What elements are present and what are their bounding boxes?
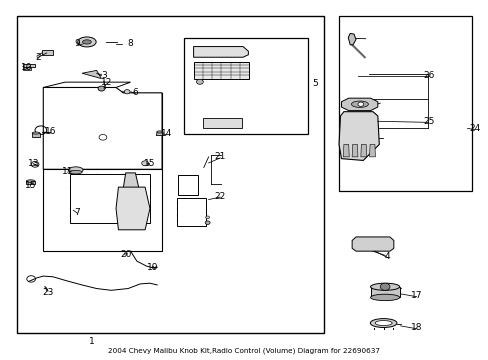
Ellipse shape — [351, 101, 367, 107]
Polygon shape — [26, 181, 35, 184]
Ellipse shape — [374, 320, 391, 325]
Ellipse shape — [26, 180, 35, 182]
Bar — [203, 118, 242, 129]
Polygon shape — [343, 144, 348, 157]
Text: 3: 3 — [101, 71, 106, 80]
Ellipse shape — [157, 131, 162, 133]
Circle shape — [205, 221, 210, 225]
Text: 21: 21 — [214, 152, 225, 161]
Polygon shape — [156, 132, 163, 135]
Text: 14: 14 — [161, 129, 172, 138]
Text: 18: 18 — [410, 323, 422, 332]
Text: 5: 5 — [311, 80, 317, 89]
Ellipse shape — [370, 283, 399, 290]
Ellipse shape — [78, 37, 96, 47]
Text: 6: 6 — [132, 88, 138, 97]
Ellipse shape — [32, 132, 40, 134]
Bar — [183, 38, 307, 134]
Polygon shape — [360, 144, 366, 157]
Polygon shape — [351, 144, 357, 157]
Text: 13: 13 — [28, 159, 39, 168]
Bar — [338, 16, 471, 191]
Text: 15: 15 — [24, 181, 36, 190]
Polygon shape — [23, 67, 31, 70]
Polygon shape — [347, 33, 355, 45]
Text: 11: 11 — [61, 167, 73, 176]
Text: 24: 24 — [468, 124, 479, 133]
Circle shape — [98, 86, 104, 91]
Bar — [17, 16, 324, 333]
Polygon shape — [369, 144, 375, 157]
Bar — [70, 174, 150, 224]
Text: 8: 8 — [127, 39, 133, 48]
Text: 16: 16 — [45, 127, 56, 136]
Text: 9: 9 — [74, 39, 80, 48]
Text: 12: 12 — [101, 78, 112, 87]
Ellipse shape — [369, 319, 396, 328]
Polygon shape — [341, 98, 377, 111]
Polygon shape — [82, 71, 102, 78]
Circle shape — [205, 216, 209, 219]
Text: 1: 1 — [89, 337, 95, 346]
Ellipse shape — [82, 40, 91, 44]
Text: 17: 17 — [410, 291, 422, 300]
Text: 25: 25 — [422, 117, 433, 126]
Circle shape — [196, 79, 203, 84]
Circle shape — [380, 283, 389, 290]
Text: 20: 20 — [120, 250, 131, 259]
Text: 10: 10 — [20, 63, 32, 72]
Ellipse shape — [69, 170, 82, 174]
Polygon shape — [193, 46, 248, 57]
Circle shape — [142, 161, 148, 166]
Text: 4: 4 — [384, 252, 389, 261]
Polygon shape — [338, 112, 379, 161]
Text: 15: 15 — [144, 159, 155, 168]
Circle shape — [357, 102, 363, 106]
Text: 19: 19 — [146, 263, 158, 272]
Circle shape — [124, 90, 130, 94]
Ellipse shape — [370, 294, 399, 301]
Polygon shape — [351, 237, 393, 251]
Text: 2: 2 — [36, 53, 41, 62]
Text: 26: 26 — [422, 71, 433, 80]
Text: 22: 22 — [214, 192, 225, 201]
Ellipse shape — [68, 167, 83, 173]
Polygon shape — [116, 187, 150, 230]
Text: 2004 Chevy Malibu Knob Kit,Radio Control (Volume) Diagram for 22690637: 2004 Chevy Malibu Knob Kit,Radio Control… — [108, 347, 380, 354]
Polygon shape — [23, 64, 35, 67]
Text: 7: 7 — [74, 207, 80, 216]
Polygon shape — [122, 173, 140, 226]
Bar — [178, 175, 198, 195]
Bar — [193, 62, 249, 78]
Text: 23: 23 — [42, 288, 54, 297]
Polygon shape — [42, 50, 52, 55]
Bar — [176, 198, 205, 226]
Polygon shape — [32, 133, 40, 136]
Bar — [370, 287, 399, 297]
